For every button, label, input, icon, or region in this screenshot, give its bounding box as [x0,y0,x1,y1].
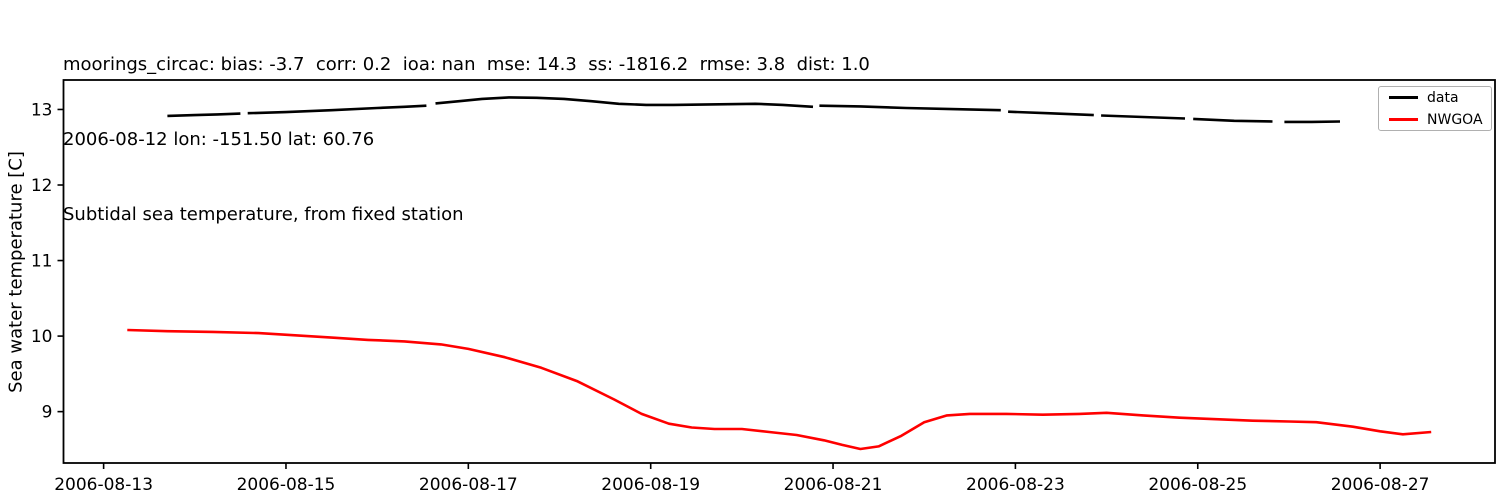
x-tick-label: 2006-08-19 [601,475,700,495]
series-line-data [167,112,241,118]
series-line-data [435,96,814,109]
plot-border [62,79,1496,464]
title-description-line: Subtidal sea temperature, from fixed sta… [63,204,464,225]
series-line-data [819,104,1001,112]
y-tick-label: 12 [31,176,53,196]
legend-label: NWGOA [1427,111,1483,128]
y-tick-label: 11 [31,252,53,272]
legend-line-swatch [1389,96,1418,99]
x-tick-label: 2006-08-15 [237,475,336,495]
legend-entry-nwgoa: NWGOA [1389,111,1483,128]
x-tick-label: 2006-08-13 [54,475,153,495]
y-tick-label: 9 [42,403,53,423]
series-line-data [1101,114,1186,120]
chart-title-block: moorings_circac: bias: -3.7 corr: 0.2 io… [63,2,870,252]
x-tick-label: 2006-08-21 [784,475,883,495]
y-tick-label: 10 [31,327,53,347]
y-tick-label: 13 [31,100,53,120]
title-stats-line: moorings_circac: bias: -3.7 corr: 0.2 io… [63,54,870,75]
legend-box: data NWGOA [1378,86,1492,131]
series-line-nwgoa [127,328,1432,451]
x-tick-label: 2006-08-27 [1331,475,1430,495]
x-tick-label: 2006-08-25 [1148,475,1247,495]
x-tick-label: 2006-08-17 [419,475,518,495]
legend-line-swatch [1389,118,1418,121]
series-line-data [247,104,427,115]
series-line-data [1193,117,1273,123]
x-tick-label: 2006-08-23 [966,475,1065,495]
title-date-location-line: 2006-08-12 lon: -151.50 lat: 60.76 [63,129,375,150]
series-line-data [1008,110,1094,117]
legend-entry-data: data [1389,91,1481,105]
legend-label: data [1427,89,1459,106]
